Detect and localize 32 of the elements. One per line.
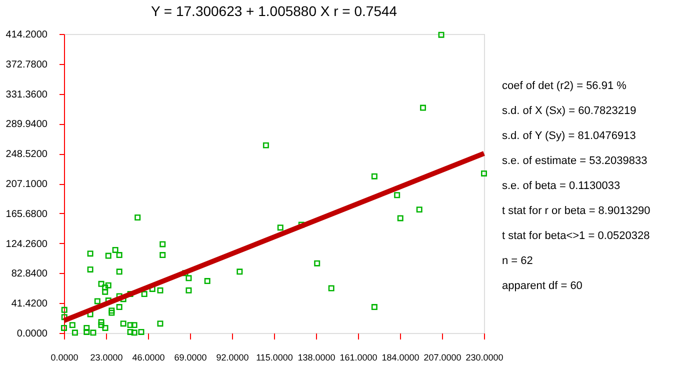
y-tick-label: 124.2600 (6, 238, 48, 250)
y-tick-label: 414.2000 (6, 30, 48, 40)
y-tick-label: 165.6800 (6, 208, 48, 220)
x-tick-label: 161.0000 (340, 352, 378, 362)
y-tick-label: 207.1000 (6, 179, 48, 190)
chart-title: Y = 17.300623 + 1.005880 X r = 0.7544 (150, 3, 398, 19)
text: t stat for r or beta = 8.9013290 (502, 205, 650, 217)
x-tick-label: 207.0000 (424, 352, 462, 362)
y-tick-label: 289.9400 (6, 119, 48, 130)
text: apparent df = 60 (502, 280, 582, 292)
x-tick-label: 138.0000 (298, 352, 336, 362)
x-tick-label: 0.0000 (50, 352, 78, 362)
text: s.d. of Y (Sy) = 81.0476913 (502, 130, 636, 142)
y-tick-label: 331.3600 (6, 89, 48, 100)
x-tick-label: 46.0000 (132, 352, 165, 362)
x-tick-label: 92.0000 (216, 352, 249, 362)
text: t stat for beta<>1 = 0.0520328 (502, 230, 650, 242)
y-tick-label: 372.7800 (6, 59, 48, 70)
text: n = 62 (502, 255, 533, 267)
y-tick-label: 82.8400 (11, 268, 48, 280)
x-tick-label: 184.0000 (382, 352, 420, 362)
y-tick-label: 0.0000 (16, 328, 48, 340)
y-tick-label: 248.5200 (6, 149, 48, 160)
y-tick-label: 41.4200 (11, 298, 48, 310)
x-tick-label: 69.0000 (174, 352, 207, 362)
text: coef of det (r2) = 56.91 % (502, 80, 627, 92)
text: s.e. of estimate = 53.2039833 (502, 155, 648, 167)
text: s.e. of beta = 0.1130033 (502, 180, 620, 192)
x-tick-label: 230.0000 (466, 352, 504, 362)
text: s.d. of X (Sx) = 60.7823219 (502, 105, 636, 117)
x-tick-label: 23.0000 (90, 352, 123, 362)
x-tick-label: 115.0000 (256, 352, 293, 362)
